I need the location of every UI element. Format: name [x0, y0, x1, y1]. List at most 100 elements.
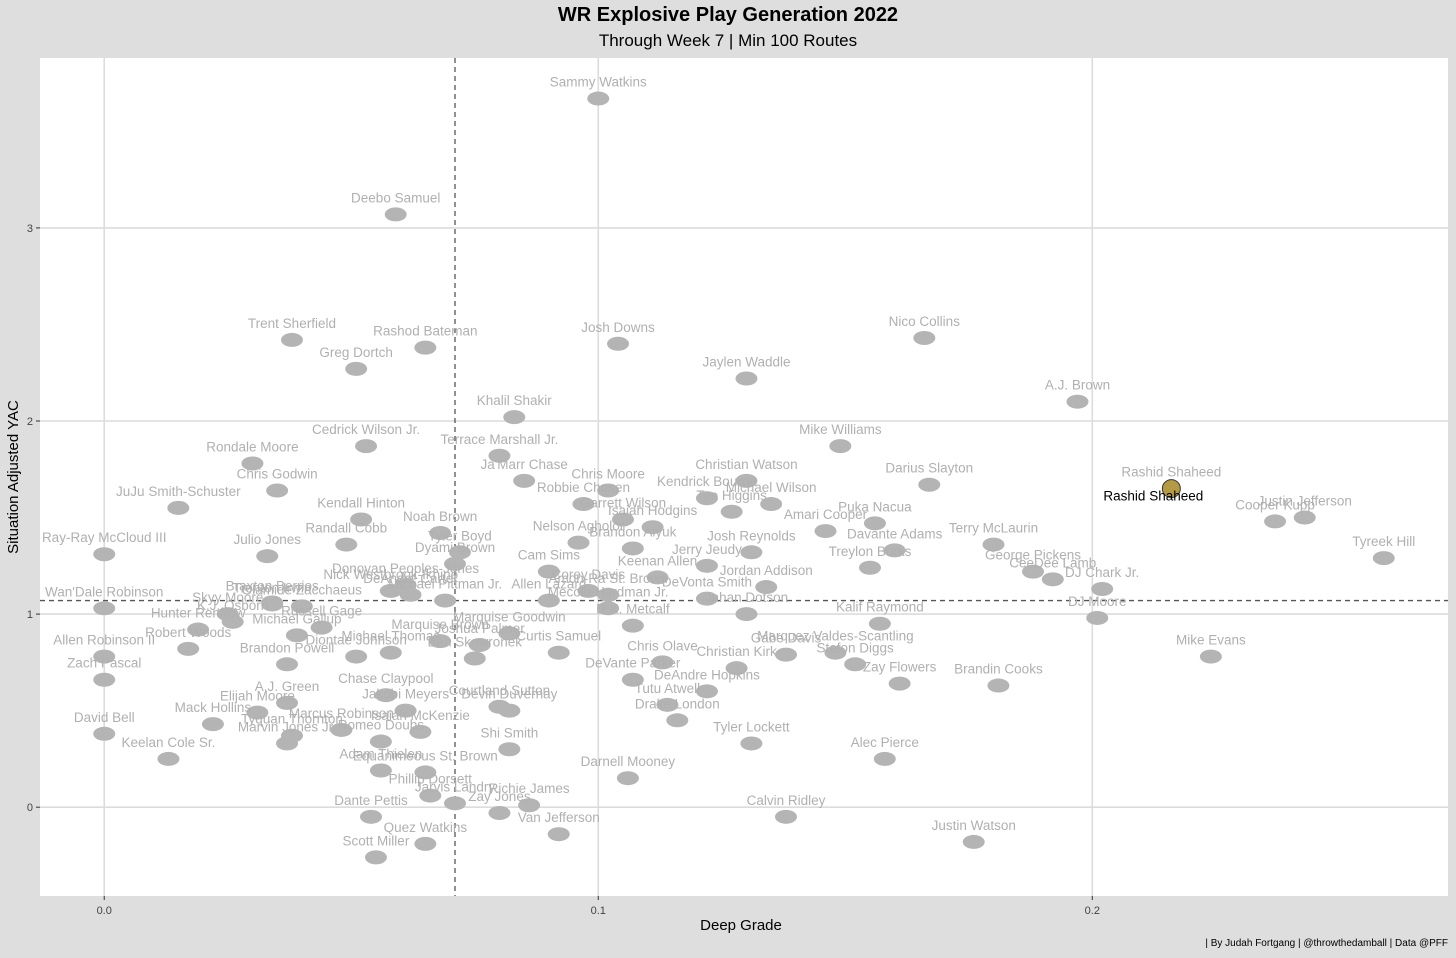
player-label: Michael Gallup: [252, 611, 341, 626]
player-point: [621, 672, 644, 687]
player-label: Donovan Peoples-Jones: [332, 561, 479, 576]
x-tick-label: 0.0: [97, 905, 112, 917]
player-label: Chris Godwin: [237, 467, 318, 482]
player-label: Wan'Dale Robinson: [45, 584, 163, 599]
player-label: Khalil Shakir: [477, 393, 553, 408]
player-point: [394, 703, 417, 718]
player-point: [280, 332, 303, 347]
player-label: Josh Downs: [581, 320, 655, 335]
player-label: Quez Watkins: [384, 820, 468, 835]
chart-subtitle: Through Week 7 | Min 100 Routes: [598, 31, 858, 50]
player-point: [488, 448, 511, 463]
axis-ticks: 0.0 0.1 0.2 0 1 2 3: [27, 223, 1100, 917]
player-point: [518, 798, 541, 813]
player-point: [261, 597, 284, 612]
player-point: [369, 734, 392, 749]
player-label: Tyler Lockett: [713, 719, 790, 734]
player-point: [414, 836, 437, 851]
player-point: [177, 641, 200, 656]
player-label: Amari Cooper: [784, 507, 868, 522]
player-label: Brandin Cooks: [954, 662, 1043, 677]
player-label: DeAndre Hopkins: [654, 667, 760, 682]
player-label: Dyami Brown: [415, 540, 495, 555]
player-label: JuJu Smith-Schuster: [116, 484, 241, 499]
player-label: A.J. Brown: [1045, 378, 1110, 393]
player-point: [498, 626, 521, 641]
player-point: [369, 763, 392, 778]
player-label: Keelan Cole Sr.: [122, 735, 216, 750]
player-point: [246, 705, 269, 720]
player-point: [448, 545, 471, 560]
player-point: [656, 697, 679, 712]
player-label: Jerry Jeudy: [672, 542, 742, 557]
player-label: Josh Reynolds: [707, 528, 796, 543]
player-label: Equanimeous St. Brown: [353, 748, 498, 763]
player-point: [987, 678, 1010, 693]
player-label: Christian Kirk: [696, 644, 777, 659]
player-point: [547, 827, 570, 842]
player-point: [463, 651, 486, 666]
player-point: [503, 410, 526, 425]
player-point: [1066, 394, 1089, 409]
player-label: Chris Moore: [571, 467, 645, 482]
player-label: Davante Adams: [847, 526, 943, 541]
player-label: Garrett Wilson: [580, 495, 666, 510]
player-point: [567, 535, 590, 550]
player-label: Marvin Jones Jr.: [238, 719, 336, 734]
player-point: [498, 703, 521, 718]
player-label: Brandon Powell: [240, 640, 335, 655]
x-tick-label: 0.2: [1085, 905, 1100, 917]
player-point: [187, 622, 210, 637]
player-label: Jaylen Waddle: [702, 355, 790, 370]
chart-caption: | By Judah Fortgang | @throwthedamball |…: [1205, 938, 1448, 949]
player-label: Tutu Atwell: [635, 681, 701, 696]
player-point: [345, 361, 368, 376]
player-point: [597, 587, 620, 602]
player-point: [201, 717, 224, 732]
player-label: Darius Slayton: [885, 461, 973, 476]
player-point: [399, 587, 422, 602]
player-label: K.J. Osborn: [197, 598, 268, 613]
player-point: [93, 649, 116, 664]
player-point: [725, 661, 748, 676]
player-point: [735, 607, 758, 622]
x-tick-label: 0.1: [591, 905, 606, 917]
player-label: DeVonta Smith: [662, 575, 752, 590]
player-point: [695, 491, 718, 506]
player-point: [330, 722, 353, 737]
player-label: Richie James: [489, 781, 570, 796]
player-point: [720, 504, 743, 519]
player-point: [814, 524, 837, 539]
player-point: [167, 500, 190, 515]
player-label: Mike Williams: [799, 422, 882, 437]
player-point: [774, 647, 797, 662]
player-label: DeAndre Carter: [363, 571, 458, 586]
player-point: [962, 834, 985, 849]
y-axis-label: Situation Adjusted YAC: [5, 400, 22, 554]
player-point: [888, 676, 911, 691]
player-point: [577, 583, 600, 598]
player-point: [666, 713, 689, 728]
player-label: Nico Collins: [889, 314, 961, 329]
player-label: Mecole Hardman Jr.: [548, 584, 669, 599]
player-point: [256, 549, 279, 564]
player-point: [276, 657, 299, 672]
player-point: [93, 726, 116, 741]
player-point: [735, 371, 758, 386]
player-label: Braxton Berrios: [226, 579, 319, 594]
player-point: [611, 512, 634, 527]
player-label: Zach Pascal: [67, 656, 141, 671]
player-label: Shi Smith: [480, 725, 538, 740]
x-axis-label: Deep Grade: [700, 917, 782, 934]
player-point: [982, 537, 1005, 552]
player-point: [335, 537, 358, 552]
player-point: [1161, 479, 1181, 499]
player-label: DJ Moore: [1068, 594, 1127, 609]
player-label: Romeo Doubs: [338, 718, 425, 733]
player-point: [414, 765, 437, 780]
player-point: [873, 751, 896, 766]
player-point: [735, 473, 758, 488]
player-label: Christian Watson: [695, 457, 797, 472]
player-point: [434, 593, 457, 608]
player-label: Terry McLaurin: [949, 521, 1038, 536]
